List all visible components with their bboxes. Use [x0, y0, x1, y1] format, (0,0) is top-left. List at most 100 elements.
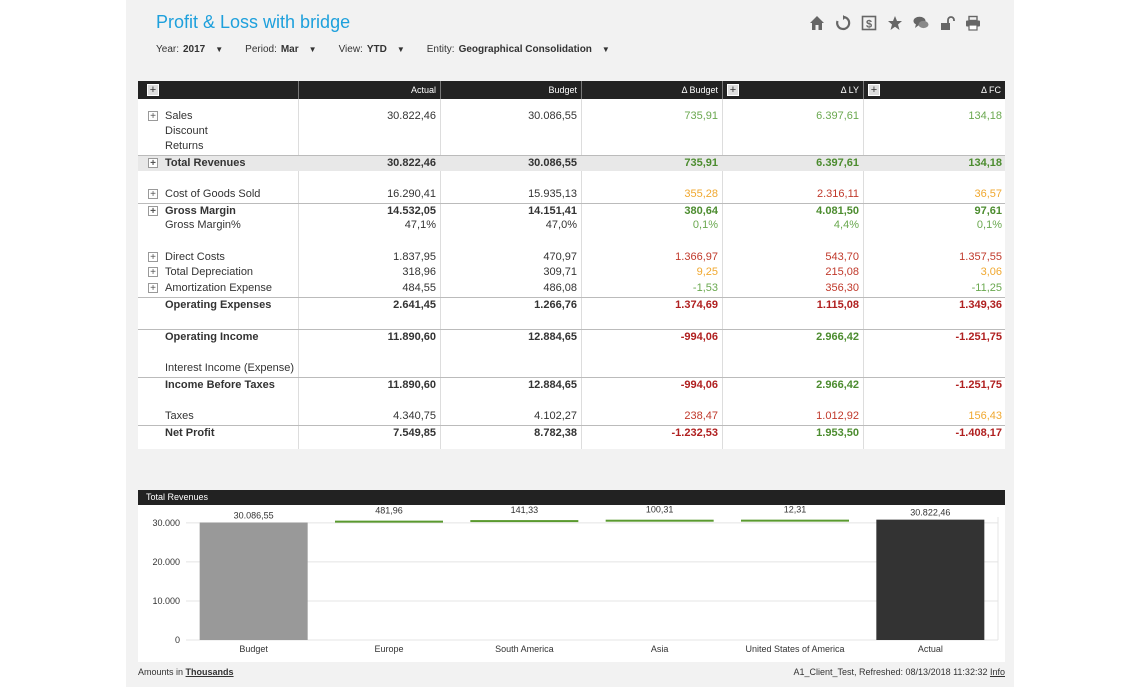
filter-year-value: 2017	[182, 44, 206, 55]
table-cell: 0,1%	[692, 219, 718, 231]
table-cell: 97,61	[974, 205, 1002, 217]
bridge-chart-panel: Total Revenues 0 10.000 20.000 30.000 30.086…	[138, 490, 1005, 662]
table-row	[138, 393, 1005, 408]
filter-entity-label: Entity:	[426, 44, 455, 55]
y-tick-label: 10.000	[152, 596, 180, 606]
table-cell: 7.549,85	[393, 427, 436, 439]
table-cell: 4,4%	[833, 219, 859, 231]
table-row[interactable]: + Sales 30.822,46 30.086,55 735,91 6.397,61 13…	[138, 109, 1005, 124]
table-row: Discount	[138, 124, 1005, 139]
table-cell: 1.953,50	[816, 427, 859, 439]
y-tick-label: 20.000	[152, 557, 180, 567]
expand-delta-ly-button[interactable]: +	[868, 84, 880, 96]
column-divider	[440, 99, 441, 449]
filter-entity-value: Geographical Consolidation	[458, 44, 592, 55]
table-cell: 735,91	[684, 110, 718, 122]
table-cell: 355,28	[684, 188, 718, 200]
print-icon[interactable]	[964, 14, 982, 32]
table-cell: 0,1%	[976, 219, 1002, 231]
col-header-delta-ly[interactable]: Δ LY	[722, 81, 863, 99]
filter-entity[interactable]: Entity: Geographical Consolidation ▼	[427, 44, 610, 55]
expand-row-button[interactable]: +	[148, 267, 158, 278]
table-cell: 318,96	[402, 266, 436, 278]
table-cell: 6.397,61	[816, 157, 859, 169]
table-cell: 1.349,36	[959, 299, 1002, 311]
table-row: Taxes 4.340,75 4.102,27 238,47 1.012,92 156,4…	[138, 409, 1005, 424]
data-label: 100,31	[646, 505, 674, 515]
x-tick-label: Actual	[918, 644, 943, 654]
row-label: Amortization Expense	[165, 282, 272, 294]
expand-row-button[interactable]: +	[148, 252, 158, 263]
table-row[interactable]: + Gross Margin 14.532,05 14.151,41 380,64 4.0…	[138, 203, 1005, 219]
chevron-down-icon: ▼	[601, 45, 610, 54]
chart-title: Total Revenues	[138, 490, 1005, 505]
row-label: Sales	[165, 110, 193, 122]
col-header-actual[interactable]: Actual	[298, 81, 440, 99]
table-cell: -1.251,75	[955, 379, 1002, 391]
table-cell: 134,18	[968, 110, 1002, 122]
bar-south-america	[470, 520, 579, 523]
star-icon[interactable]	[886, 14, 904, 32]
table-cell: 47,0%	[545, 219, 577, 231]
row-label: Returns	[165, 140, 204, 152]
table-cell: 14.532,05	[387, 205, 436, 217]
x-tick-label: United States of America	[745, 644, 844, 654]
table-row[interactable]: + Cost of Goods Sold 16.290,41 15.935,13 355…	[138, 187, 1005, 202]
table-cell: 486,08	[543, 282, 577, 294]
table-cell: 1.357,55	[959, 251, 1002, 263]
table-row[interactable]: + Total Revenues 30.822,46 30.086,55 735,91 6…	[138, 155, 1005, 171]
table-cell: 2.641,45	[393, 299, 436, 311]
table-row[interactable]: + Amortization Expense 484,55 486,08 -1,53 35…	[138, 281, 1005, 296]
expand-all-button[interactable]: +	[147, 84, 159, 96]
table-cell: 1.837,95	[393, 251, 436, 263]
filter-view[interactable]: View: YTD ▼	[339, 44, 405, 55]
filter-year[interactable]: Year: 2017 ▼	[156, 44, 223, 55]
expand-row-button[interactable]: +	[148, 189, 158, 200]
col-header-delta-fc[interactable]: Δ FC	[863, 81, 1005, 99]
dollar-icon[interactable]: $	[860, 14, 878, 32]
table-cell: 12.884,65	[528, 379, 577, 391]
table-cell: 309,71	[543, 266, 577, 278]
table-cell: 14.151,41	[528, 205, 577, 217]
row-label: Total Depreciation	[165, 266, 254, 278]
table-row	[138, 234, 1005, 249]
expand-row-button[interactable]: +	[148, 283, 158, 294]
y-tick-label: 30.000	[152, 518, 180, 528]
expand-delta-budget-button[interactable]: +	[727, 84, 739, 96]
data-label: 481,96	[375, 506, 403, 516]
table-row: Gross Margin% 47,1% 47,0% 0,1% 4,4% 0,1%	[138, 218, 1005, 233]
expand-row-button[interactable]: +	[148, 158, 158, 169]
amounts-unit-link[interactable]: Thousands	[185, 667, 234, 677]
info-link[interactable]: Info	[989, 667, 1005, 677]
chevron-down-icon: ▼	[308, 45, 317, 54]
table-cell: -1.251,75	[955, 331, 1002, 343]
table-cell: 1.012,92	[816, 410, 859, 422]
bar-budget	[199, 522, 308, 640]
table-row[interactable]: + Total Depreciation 318,96 309,71 9,25 215,0…	[138, 265, 1005, 280]
filter-period-label: Period:	[245, 44, 277, 55]
table-cell: 4.102,27	[534, 410, 577, 422]
table-row[interactable]: + Direct Costs 1.837,95 470,97 1.366,97 543,7…	[138, 250, 1005, 265]
page-title: Profit & Loss with bridge	[156, 12, 351, 32]
col-header-budget[interactable]: Budget	[440, 81, 581, 99]
table-cell: 1.266,76	[534, 299, 577, 311]
expand-row-button[interactable]: +	[148, 111, 158, 122]
row-label: Gross Margin	[165, 205, 236, 217]
home-icon[interactable]	[808, 14, 826, 32]
expand-row-button[interactable]: +	[148, 206, 158, 217]
data-label: 141,33	[511, 505, 539, 515]
table-cell: -1.232,53	[671, 427, 718, 439]
row-label: Interest Income (Expense)	[165, 362, 295, 374]
table-cell: 543,70	[825, 251, 859, 263]
table-cell: 9,25	[696, 266, 718, 278]
filter-year-label: Year:	[156, 44, 179, 55]
table-cell: 16.290,41	[387, 188, 436, 200]
col-header-delta-budget[interactable]: Δ Budget	[581, 81, 722, 99]
row-label: Net Profit	[165, 427, 215, 439]
unlock-icon[interactable]	[938, 14, 956, 32]
row-label: Taxes	[165, 410, 194, 422]
comments-icon[interactable]	[912, 14, 930, 32]
filter-period[interactable]: Period: Mar ▼	[245, 44, 316, 55]
refresh-icon[interactable]	[834, 14, 852, 32]
column-divider	[581, 99, 582, 449]
